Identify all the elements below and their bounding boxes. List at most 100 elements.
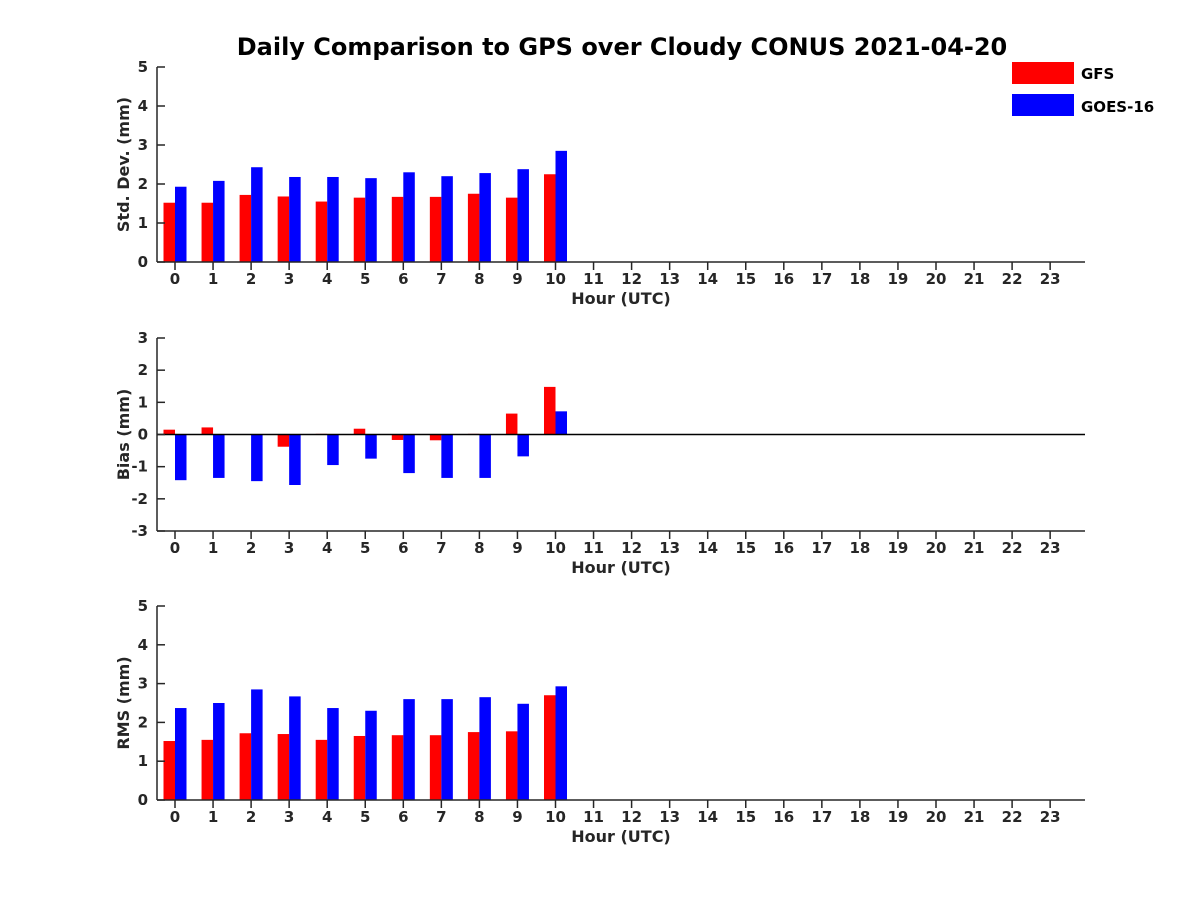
bias-y-tick-label: 1 — [138, 393, 148, 411]
bias-x-tick-label: 11 — [583, 539, 604, 557]
bias-x-tick-label: 9 — [512, 539, 522, 557]
rms-x-tick-label: 12 — [621, 808, 642, 826]
rms-bar-goes16-8 — [479, 697, 491, 800]
rms-y-tick-label: 5 — [138, 597, 148, 615]
rms-bar-goes16-10 — [555, 686, 567, 800]
rms-x-tick-label: 23 — [1040, 808, 1061, 826]
std-x-tick-label: 22 — [1002, 270, 1023, 288]
bias-bar-gfs-10 — [544, 386, 556, 435]
std-y-tick-label: 4 — [138, 97, 148, 115]
std-bar-goes16-10 — [555, 150, 567, 262]
bias-x-tick-label: 18 — [849, 539, 870, 557]
bias-bars — [163, 386, 567, 485]
rms-x-tick-label: 17 — [811, 808, 832, 826]
bias-y-tick-label: 0 — [138, 426, 148, 444]
bias-y-tick-label: -3 — [131, 522, 148, 540]
rms-x-tick-label: 10 — [545, 808, 566, 826]
rms-x-tick-label: 0 — [170, 808, 180, 826]
std-x-tick-label: 8 — [474, 270, 484, 288]
rms-x-tick-label: 19 — [888, 808, 909, 826]
rms-x-tick-label: 4 — [322, 808, 332, 826]
std-dev-bars — [163, 150, 567, 262]
bias-x-tick-label: 1 — [208, 539, 218, 557]
bias-bar-goes16-3 — [289, 434, 301, 485]
std-bar-gfs-8 — [467, 193, 480, 262]
std-bar-goes16-4 — [327, 176, 339, 262]
bias-bar-gfs-3 — [277, 434, 290, 447]
bias-y-tick-label: 2 — [138, 361, 148, 379]
std-bar-gfs-6 — [391, 196, 404, 262]
bias-x-tick-label: 8 — [474, 539, 484, 557]
std-bar-gfs-2 — [239, 194, 252, 262]
rms-x-tick-label: 5 — [360, 808, 370, 826]
bias-x-tick-label: 22 — [1002, 539, 1023, 557]
rms-bar-goes16-1 — [213, 703, 225, 800]
std-bar-goes16-0 — [175, 186, 187, 262]
rms-x-tick-label: 2 — [246, 808, 256, 826]
std-x-tick-label: 1 — [208, 270, 218, 288]
rms-x-tick-label: 7 — [436, 808, 446, 826]
rms-x-tick-label: 9 — [512, 808, 522, 826]
std-bar-gfs-4 — [315, 201, 328, 262]
std-bar-goes16-2 — [251, 167, 263, 262]
std-y-tick-label: 2 — [138, 175, 148, 193]
bias-x-tick-label: 13 — [659, 539, 680, 557]
bias-x-tick-label: 16 — [773, 539, 794, 557]
std-x-tick-label: 16 — [773, 270, 794, 288]
std-bar-gfs-10 — [544, 174, 556, 262]
rms-y-tick-label: 1 — [138, 752, 148, 770]
std-bar-goes16-6 — [403, 172, 415, 262]
legend-label-goes16: GOES-16 — [1081, 98, 1154, 116]
rms-bar-gfs-5 — [353, 735, 366, 800]
bias-x-tick-label: 0 — [170, 539, 180, 557]
legend-swatch-gfs — [1012, 62, 1074, 84]
std-x-tick-label: 14 — [697, 270, 718, 288]
bias-y-tick-label: -2 — [131, 490, 148, 508]
bias-x-tick-label: 10 — [545, 539, 566, 557]
std-dev-ylabel: Std. Dev. (mm) — [114, 97, 133, 232]
bias-x-tick-label: 6 — [398, 539, 408, 557]
std-x-tick-label: 0 — [170, 270, 180, 288]
std-dev-xlabel: Hour (UTC) — [571, 289, 671, 308]
rms-bar-goes16-5 — [365, 710, 377, 800]
bias-ylabel: Bias (mm) — [114, 389, 133, 481]
chart-title: Daily Comparison to GPS over Cloudy CONU… — [237, 33, 1008, 61]
rms-bar-goes16-2 — [251, 689, 263, 800]
std-x-tick-label: 4 — [322, 270, 332, 288]
bias-x-tick-label: 20 — [926, 539, 947, 557]
bias-x-tick-label: 14 — [697, 539, 718, 557]
rms-bar-gfs-4 — [315, 739, 328, 800]
rms-bar-goes16-4 — [327, 708, 339, 800]
std-x-tick-label: 20 — [926, 270, 947, 288]
std-y-tick-label: 1 — [138, 214, 148, 232]
bias-y-tick-label: -1 — [131, 458, 148, 476]
std-x-tick-label: 23 — [1040, 270, 1061, 288]
rms-bar-gfs-10 — [544, 695, 556, 800]
std-bar-goes16-1 — [213, 180, 225, 262]
rms-bar-gfs-0 — [163, 741, 175, 800]
bias-x-tick-label: 4 — [322, 539, 332, 557]
bias-bar-goes16-10 — [555, 411, 567, 435]
bias-bar-gfs-0 — [163, 429, 175, 435]
rms-bar-gfs-1 — [201, 739, 214, 800]
bias-bar-gfs-9 — [505, 413, 518, 435]
rms-y-tick-label: 2 — [138, 713, 148, 731]
bias-bar-goes16-9 — [517, 434, 529, 457]
rms-x-tick-label: 3 — [284, 808, 294, 826]
bias-x-tick-label: 2 — [246, 539, 256, 557]
std-x-tick-label: 10 — [545, 270, 566, 288]
std-bar-goes16-9 — [517, 169, 529, 262]
bias-x-tick-label: 15 — [735, 539, 756, 557]
std-bar-gfs-5 — [353, 197, 366, 262]
rms-y-tick-label: 0 — [138, 791, 148, 809]
rms-bar-goes16-0 — [175, 708, 187, 800]
bias-y-tick-label: 3 — [138, 329, 148, 347]
std-x-tick-label: 12 — [621, 270, 642, 288]
std-bar-gfs-3 — [277, 196, 290, 262]
legend-label-gfs: GFS — [1081, 65, 1114, 83]
rms-x-tick-label: 8 — [474, 808, 484, 826]
rms-y-tick-label: 3 — [138, 675, 148, 693]
